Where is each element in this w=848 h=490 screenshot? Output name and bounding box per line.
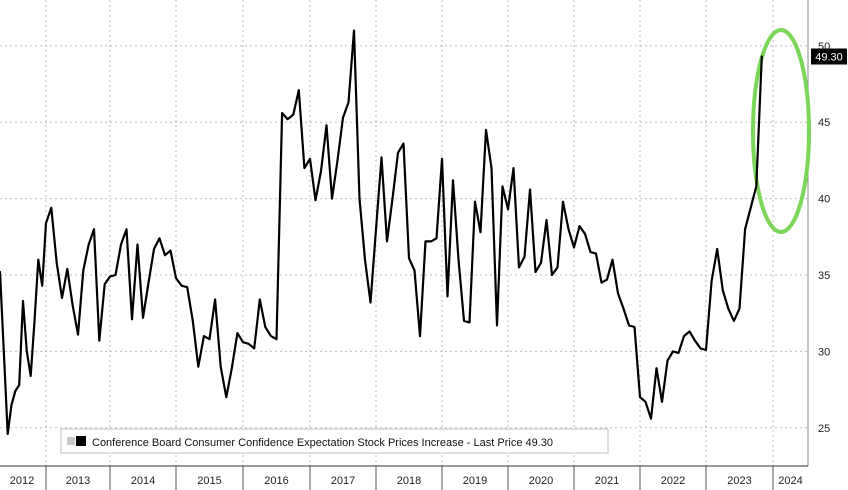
legend-swatch	[76, 436, 86, 446]
x-tick-label: 2016	[264, 475, 288, 487]
x-tick-label: 2023	[727, 475, 751, 487]
series-layer	[0, 29, 763, 435]
x-tick-label: 2024	[778, 475, 802, 487]
x-tick-label: 2018	[397, 475, 421, 487]
highlight-ellipse	[751, 28, 811, 234]
legend-swatch-outline	[67, 437, 75, 445]
x-tick-label: 2013	[66, 475, 90, 487]
grid-layer	[0, 0, 808, 466]
last-price-badge: 49.30	[811, 48, 847, 65]
x-tick-label: 2012	[10, 475, 34, 487]
x-tick-label: 2022	[661, 475, 685, 487]
x-tick-label: 2017	[331, 475, 355, 487]
legend: Conference Board Consumer Confidence Exp…	[60, 428, 609, 454]
last-price-text: 49.30	[815, 52, 843, 64]
x-tick-label: 2021	[595, 475, 619, 487]
legend-box	[60, 428, 609, 454]
legend-label: Conference Board Consumer Confidence Exp…	[92, 437, 553, 449]
annotation-layer	[751, 28, 811, 234]
x-tick-label: 2014	[131, 475, 155, 487]
series-line	[0, 29, 763, 435]
y-tick-label: 25	[818, 423, 830, 435]
last-price-box	[811, 48, 847, 65]
y-tick-label: 40	[818, 194, 830, 206]
x-tick-label: 2020	[529, 475, 553, 487]
x-tick-label: 2015	[197, 475, 221, 487]
y-tick-label: 30	[818, 346, 830, 358]
x-axis: 2012 2013 2014 2015 2016 2017 2018 2019 2020 2021…	[0, 465, 808, 490]
x-tick-label: 2019	[463, 475, 487, 487]
y-tick-label: 45	[818, 117, 830, 129]
y-tick-label: 35	[818, 270, 830, 282]
